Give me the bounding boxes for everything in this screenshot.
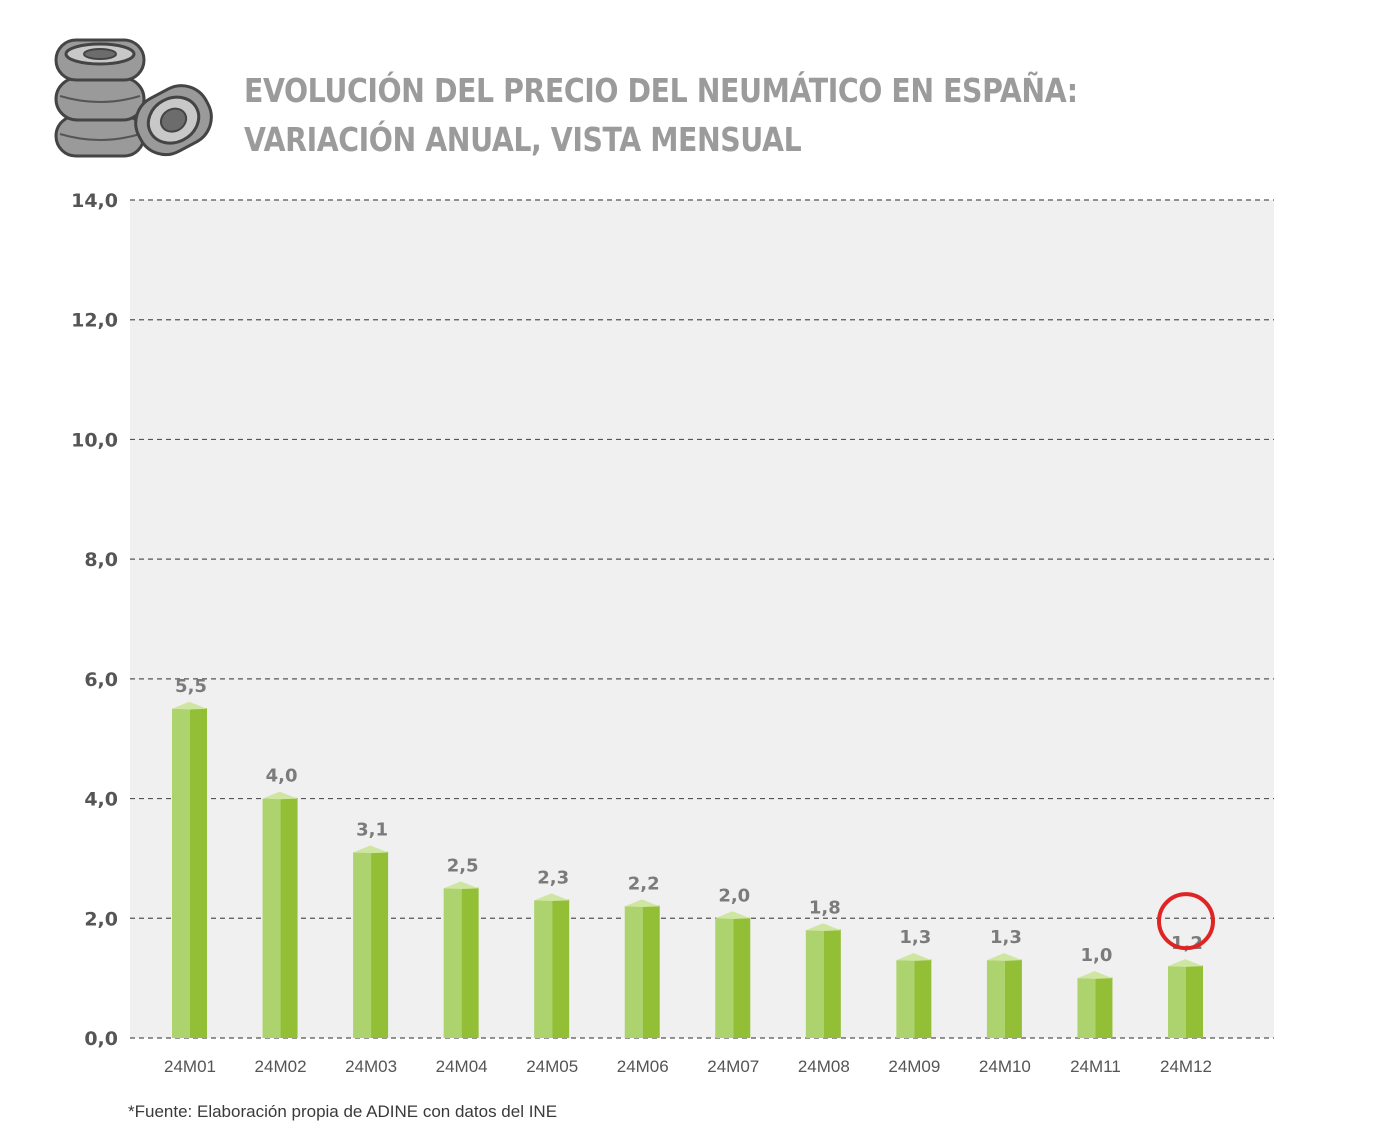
y-tick-label: 0,0 xyxy=(84,1028,118,1050)
bar-front-face xyxy=(353,852,372,1038)
bar-top-face xyxy=(1168,959,1203,967)
value-label: 4,0 xyxy=(266,766,298,787)
bar-top-face xyxy=(443,881,479,890)
y-tick-label: 4,0 xyxy=(84,789,118,811)
bar-front-face xyxy=(534,900,553,1038)
bar-side-face xyxy=(823,929,841,1038)
bar-top-face xyxy=(262,791,298,800)
x-tick-label: 24M02 xyxy=(255,1057,307,1076)
chart-title-line-2: VARIACIÓN ANUAL, VISTA MENSUAL xyxy=(244,120,802,159)
bar xyxy=(353,845,389,1038)
bar-top-face xyxy=(353,845,389,854)
bar-side-face xyxy=(914,959,932,1038)
bar-front-face xyxy=(172,708,190,1038)
bar-top-face xyxy=(534,893,570,902)
bar-side-face xyxy=(1095,977,1113,1038)
bar-top-face xyxy=(172,701,207,710)
plot-area xyxy=(130,200,1274,1038)
x-tick-label: 24M05 xyxy=(526,1057,578,1076)
bar-top-face xyxy=(896,953,932,961)
bar-side-face xyxy=(642,905,660,1038)
value-label: 1,0 xyxy=(1081,945,1113,966)
x-axis-tick-labels: 24M01 24M02 24M03 24M04 24M05 24M06 24M07 24M08… xyxy=(164,1057,1212,1076)
bar-top-face xyxy=(1077,971,1113,979)
bar-front-face xyxy=(262,798,281,1038)
value-label: 3,1 xyxy=(356,819,388,840)
y-axis-tick-labels: 0,0 2,0 4,0 6,0 8,0 10,0 12,0 14,0 xyxy=(71,190,118,1050)
chart-title: EVOLUCIÓN DEL PRECIO DEL NEUMÁTICO EN ES… xyxy=(244,66,1078,164)
x-tick-label: 24M09 xyxy=(888,1057,940,1076)
bar-top-face xyxy=(805,923,841,931)
x-tick-label: 24M10 xyxy=(979,1057,1031,1076)
value-label: 2,5 xyxy=(447,855,479,876)
y-tick-label: 2,0 xyxy=(84,908,118,930)
bar xyxy=(262,791,298,1038)
x-tick-label: 24M06 xyxy=(617,1057,669,1076)
bar xyxy=(534,893,570,1038)
x-tick-label: 24M08 xyxy=(798,1057,850,1076)
y-tick-label: 10,0 xyxy=(71,429,118,451)
bar xyxy=(896,953,932,1038)
bar-front-face xyxy=(624,906,643,1038)
x-tick-label: 24M11 xyxy=(1070,1057,1121,1076)
bar-side-face xyxy=(1004,959,1022,1038)
gridlines xyxy=(130,199,1274,1039)
value-label: 1,8 xyxy=(809,897,841,918)
y-tick-label: 14,0 xyxy=(71,190,118,212)
value-label: 2,0 xyxy=(718,885,750,906)
bar-front-face xyxy=(1168,966,1186,1038)
source-note: *Fuente: Elaboración propia de ADINE con… xyxy=(128,1102,558,1121)
bar xyxy=(172,701,207,1038)
bar-front-face xyxy=(443,888,462,1038)
bar-side-face xyxy=(1186,965,1203,1038)
value-label: 5,5 xyxy=(175,676,207,697)
chart-title-line-1: EVOLUCIÓN DEL PRECIO DEL NEUMÁTICO EN ES… xyxy=(244,71,1078,110)
bar xyxy=(1168,959,1203,1038)
highlight-circle xyxy=(1157,892,1215,951)
bar-top-face xyxy=(624,899,660,908)
value-label: 1,3 xyxy=(990,927,1022,948)
bar-front-face xyxy=(805,930,824,1038)
value-label: 2,3 xyxy=(537,867,569,888)
bar-side-face xyxy=(733,917,751,1038)
bar xyxy=(443,881,479,1038)
bar-side-face xyxy=(552,899,570,1038)
bar-side-face xyxy=(371,851,389,1038)
bar-side-face xyxy=(280,797,298,1038)
bar-front-face xyxy=(1077,978,1096,1038)
x-tick-label: 24M07 xyxy=(707,1057,759,1076)
y-tick-label: 6,0 xyxy=(84,669,118,691)
x-tick-label: 24M03 xyxy=(345,1057,397,1076)
bar xyxy=(805,923,841,1038)
bar-front-face xyxy=(986,960,1005,1038)
bar-top-face xyxy=(986,953,1022,961)
x-tick-label: 24M04 xyxy=(436,1057,488,1076)
bar-chart: 0,0 2,0 4,0 6,0 8,0 10,0 12,0 14,0 5,5 4,0 3,1 2,5… xyxy=(71,190,1274,1076)
value-label: 2,2 xyxy=(628,873,660,894)
bar-front-face xyxy=(896,960,915,1038)
bar xyxy=(715,911,751,1038)
bar xyxy=(1077,971,1113,1038)
value-label: 1,3 xyxy=(899,927,931,948)
x-tick-label: 24M01 xyxy=(164,1057,216,1076)
y-tick-label: 12,0 xyxy=(71,310,118,332)
x-tick-label: 24M12 xyxy=(1160,1057,1212,1076)
bars xyxy=(172,701,1203,1038)
bar-top-face xyxy=(715,911,751,919)
bar xyxy=(986,953,1022,1038)
bar-side-face xyxy=(190,708,207,1038)
bar xyxy=(624,899,660,1038)
tires-logo-icon xyxy=(54,38,213,158)
y-tick-label: 8,0 xyxy=(84,549,118,571)
bar-side-face xyxy=(461,887,479,1038)
bar-front-face xyxy=(715,918,734,1038)
